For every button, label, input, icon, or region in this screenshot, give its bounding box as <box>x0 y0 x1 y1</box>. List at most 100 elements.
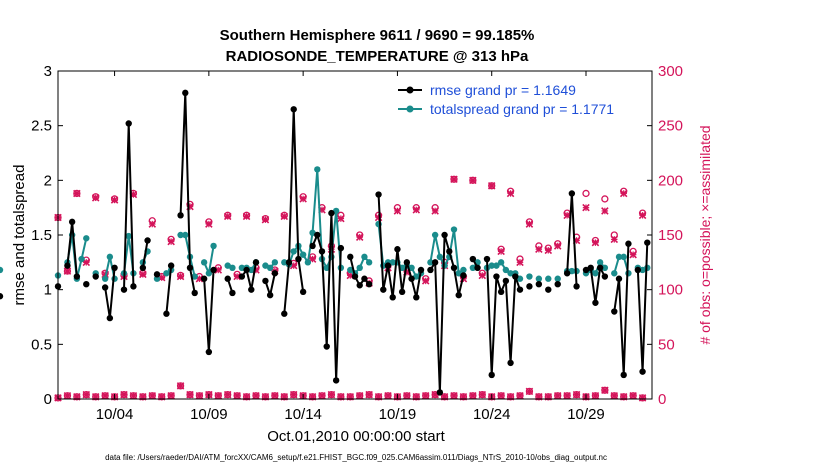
y-right-tick-label: 0 <box>658 391 666 408</box>
rmse-point <box>568 190 576 197</box>
obs-low-assimilated-point <box>252 391 260 400</box>
rmse-point <box>469 255 477 263</box>
legend: rmse grand pr = 1.1649 totalspread grand… <box>398 82 614 117</box>
obs-assimilated-point <box>176 272 185 281</box>
rmse-point <box>427 266 434 274</box>
x-tick-label: 10/24 <box>473 406 511 423</box>
obs-low-assimilated-point <box>148 391 157 400</box>
rmse-point <box>229 289 236 297</box>
rmse-point <box>601 273 609 280</box>
rmse-point <box>262 277 269 285</box>
rmse-point <box>332 377 340 384</box>
y-tick-label: 2 <box>44 172 52 189</box>
rmse-point <box>365 281 373 288</box>
rmse-point <box>356 282 363 289</box>
plot-area <box>58 71 652 399</box>
spread-point <box>200 259 208 266</box>
obs-low-assimilated-point <box>629 391 637 400</box>
obs-low-assimilated-point <box>214 391 223 400</box>
obs-low-assimilated-point <box>591 391 600 400</box>
rmse-point <box>238 273 246 280</box>
rmse-point <box>512 273 519 280</box>
rmse-point <box>573 283 580 290</box>
rmse-point <box>186 264 194 271</box>
rmse-point <box>450 264 458 271</box>
rmse-point <box>200 275 208 282</box>
obs-assimilated-point <box>516 258 524 267</box>
rmse-point <box>125 120 132 127</box>
spread-point <box>554 275 561 282</box>
y-tick-label: 2.5 <box>31 118 52 135</box>
rmse-point <box>73 273 81 280</box>
obs-assimilated-point <box>487 182 496 190</box>
chart-title-line1: Southern Hemisphere 9611 / 9690 = 99.185… <box>220 27 535 44</box>
obs-low-assimilated-point <box>101 391 109 400</box>
obs-low-assimilated-point <box>516 391 524 400</box>
rmse-point <box>380 286 387 293</box>
rmse-point <box>634 266 642 274</box>
spread-point <box>323 264 330 271</box>
x-axis-label: Oct.01,2010 00:00:00 start <box>267 428 445 445</box>
y-tick-label: 0 <box>44 391 52 408</box>
y-right-tick-label: 300 <box>658 63 683 80</box>
spread-point <box>601 264 609 271</box>
chart-title-line2: RADIOSONDE_TEMPERATURE @ 313 hPa <box>226 48 529 65</box>
x-tick-label: 10/14 <box>284 406 322 423</box>
spread-series-line <box>429 228 464 275</box>
rmse-point <box>92 273 99 280</box>
obs-assimilated-point <box>582 203 590 212</box>
rmse-point <box>248 286 255 293</box>
rmse-point <box>111 264 118 271</box>
rmse-point <box>163 310 170 317</box>
obs-possible-point <box>582 189 590 198</box>
rmse-point <box>455 291 462 299</box>
obs-low-assimilated-point <box>421 391 430 400</box>
obs-assimilated-point <box>591 238 600 247</box>
rmse-point <box>295 255 302 263</box>
obs-assimilated-point <box>355 233 364 241</box>
rmse-point <box>488 371 495 379</box>
obs-assimilated-point <box>421 277 430 285</box>
obs-assimilated-point <box>535 245 543 253</box>
rmse-point <box>596 264 604 271</box>
rmse-series-line <box>486 259 521 376</box>
rmse-point <box>483 255 491 263</box>
rmse-point <box>554 281 561 288</box>
rmse-point <box>266 291 274 299</box>
rmse-point <box>587 264 594 271</box>
obs-assimilated-point <box>299 195 307 203</box>
obs-low-assimilated-point <box>553 391 562 400</box>
rmse-series-line <box>179 91 196 294</box>
obs-low-assimilated-point <box>450 391 458 400</box>
y-tick-label: 0.5 <box>31 336 52 353</box>
obs-assimilated-point <box>139 270 147 279</box>
rmse-series-line <box>165 265 173 314</box>
obs-assimilated-point <box>280 212 289 221</box>
rmse-point <box>191 289 198 297</box>
rmse-point <box>314 231 321 239</box>
obs-assimilated-point <box>478 271 487 280</box>
obs-assimilated-point <box>91 194 100 202</box>
rmse-point <box>139 264 147 271</box>
rmse-point <box>644 239 651 246</box>
obs-assimilated-point <box>525 220 534 228</box>
spread-point <box>290 248 297 255</box>
rmse-point <box>106 314 114 322</box>
obs-assimilated-point <box>223 212 232 221</box>
x-tick-label: 10/29 <box>567 406 605 423</box>
spread-point <box>78 255 85 263</box>
rmse-point <box>182 89 189 97</box>
rmse-point <box>460 272 467 279</box>
y-tick-label: 3 <box>44 63 52 80</box>
spread-point <box>596 259 604 266</box>
spread-point <box>0 266 4 274</box>
obs-assimilated-point <box>205 220 213 228</box>
rmse-point <box>592 299 599 306</box>
spread-point <box>229 264 236 271</box>
rmse-point <box>497 288 505 296</box>
obs-assimilated-point <box>337 214 345 223</box>
obs-assimilated-point <box>431 207 439 215</box>
rmse-point <box>431 259 439 266</box>
rmse-point <box>290 106 297 113</box>
